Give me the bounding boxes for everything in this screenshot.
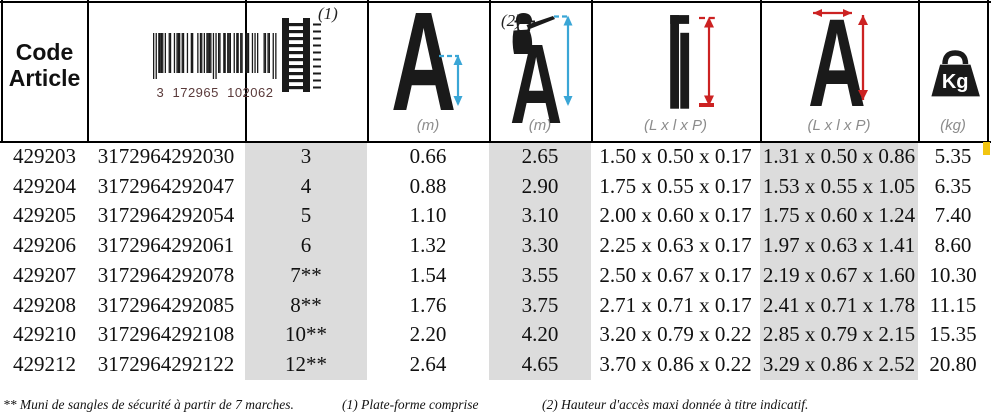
svg-text:Kg: Kg [942, 71, 969, 93]
